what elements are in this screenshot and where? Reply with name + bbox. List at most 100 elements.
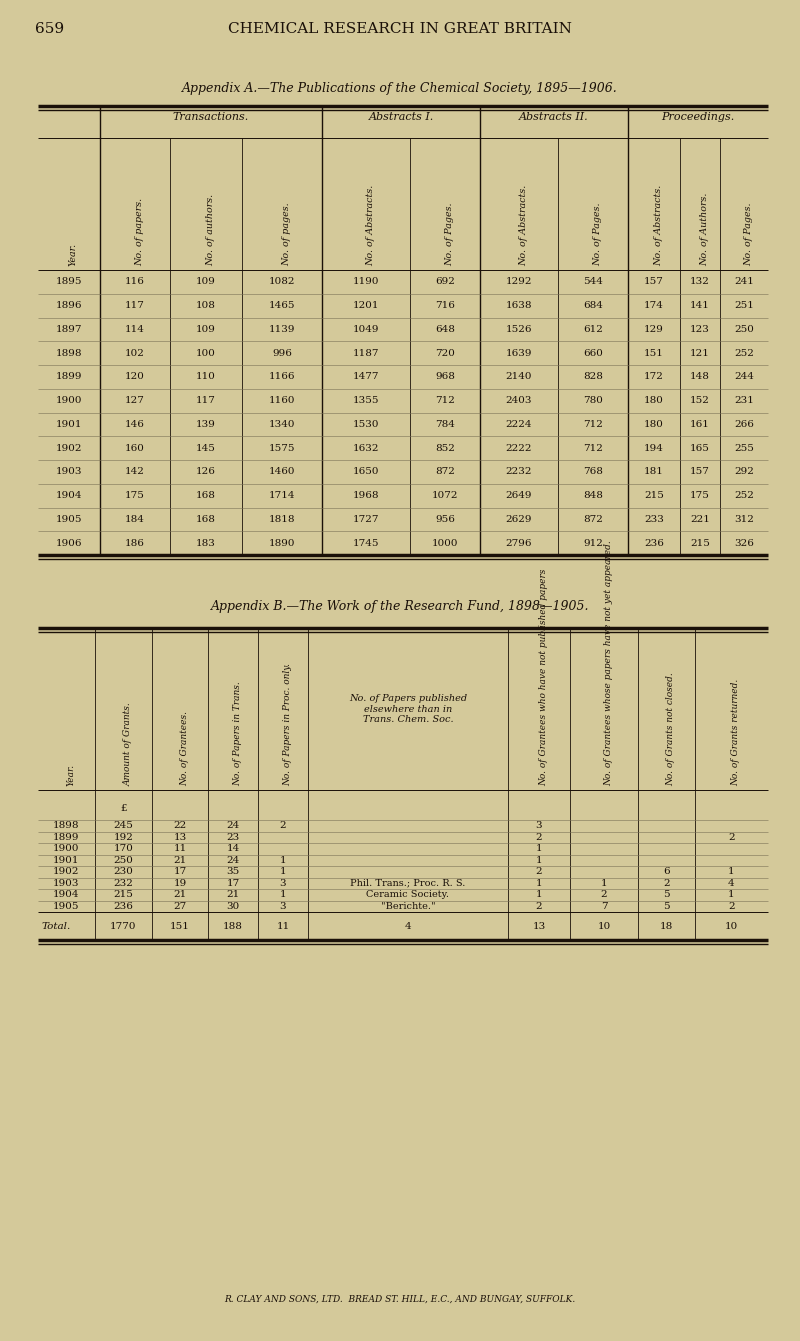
Text: No. of Papers in Proc. only.: No. of Papers in Proc. only. [283,662,292,786]
Text: 712: 712 [583,444,603,453]
Text: 5: 5 [663,890,670,900]
Text: No. of Grantees.: No. of Grantees. [180,711,189,786]
Text: 1895: 1895 [56,278,82,287]
Text: 157: 157 [644,278,664,287]
Text: 2224: 2224 [506,420,532,429]
Text: 230: 230 [114,868,134,876]
Text: 1818: 1818 [269,515,295,524]
Text: 1340: 1340 [269,420,295,429]
Text: 7: 7 [601,901,607,911]
Text: 1082: 1082 [269,278,295,287]
Text: 151: 151 [644,349,664,358]
Text: Abstracts I.: Abstracts I. [368,113,434,122]
Text: 109: 109 [196,325,216,334]
Text: 780: 780 [583,396,603,405]
Text: 2: 2 [536,868,542,876]
Text: 1898: 1898 [56,349,82,358]
Text: 1896: 1896 [56,302,82,310]
Text: 172: 172 [644,373,664,381]
Text: 1526: 1526 [506,325,532,334]
Text: 2796: 2796 [506,539,532,547]
Text: Year.: Year. [66,764,75,786]
Text: 145: 145 [196,444,216,453]
Text: 142: 142 [125,468,145,476]
Text: 1650: 1650 [353,468,379,476]
Text: No. of Pages.: No. of Pages. [445,202,454,266]
Text: £: £ [120,803,126,813]
Text: 251: 251 [734,302,754,310]
Text: 250: 250 [114,856,134,865]
Text: 848: 848 [583,491,603,500]
Text: 768: 768 [583,468,603,476]
Text: 1902: 1902 [54,868,80,876]
Text: 1: 1 [536,856,542,865]
Text: No. of Grantees whose papers have not yet appeared.: No. of Grantees whose papers have not ye… [604,540,613,786]
Text: Ceramic Society.: Ceramic Society. [366,890,450,900]
Text: 544: 544 [583,278,603,287]
Text: 1904: 1904 [54,890,80,900]
Text: 13: 13 [174,833,186,842]
Text: 1: 1 [728,868,735,876]
Text: 1899: 1899 [54,833,80,842]
Text: 1: 1 [728,890,735,900]
Text: 165: 165 [690,444,710,453]
Text: 215: 215 [114,890,134,900]
Text: 35: 35 [226,868,240,876]
Text: 19: 19 [174,878,186,888]
Text: 18: 18 [660,921,673,931]
Text: 175: 175 [125,491,145,500]
Text: 221: 221 [690,515,710,524]
Text: 255: 255 [734,444,754,453]
Text: 116: 116 [125,278,145,287]
Text: 236: 236 [114,901,134,911]
Text: Transactions.: Transactions. [173,113,249,122]
Text: 102: 102 [125,349,145,358]
Text: 1905: 1905 [56,515,82,524]
Text: 312: 312 [734,515,754,524]
Text: 1745: 1745 [353,539,379,547]
Text: 183: 183 [196,539,216,547]
Text: 1897: 1897 [56,325,82,334]
Text: 121: 121 [690,349,710,358]
Text: 30: 30 [226,901,240,911]
Text: 612: 612 [583,325,603,334]
Text: Amount of Grants.: Amount of Grants. [123,703,133,786]
Text: 2140: 2140 [506,373,532,381]
Text: 252: 252 [734,349,754,358]
Text: 244: 244 [734,373,754,381]
Text: 4: 4 [728,878,735,888]
Text: 1903: 1903 [56,468,82,476]
Text: 1: 1 [536,878,542,888]
Text: 1902: 1902 [56,444,82,453]
Text: 236: 236 [644,539,664,547]
Text: 716: 716 [435,302,455,310]
Text: No. of papers.: No. of papers. [135,198,144,266]
Text: No. of Grants returned.: No. of Grants returned. [731,679,741,786]
Text: 11: 11 [174,845,186,853]
Text: No. of Papers in Trans.: No. of Papers in Trans. [233,681,242,786]
Text: 252: 252 [734,491,754,500]
Text: 114: 114 [125,325,145,334]
Text: 152: 152 [690,396,710,405]
Text: 184: 184 [125,515,145,524]
Text: 1000: 1000 [432,539,458,547]
Text: 684: 684 [583,302,603,310]
Text: 1905: 1905 [54,901,80,911]
Text: 2: 2 [728,833,735,842]
Text: 108: 108 [196,302,216,310]
Text: 1968: 1968 [353,491,379,500]
Text: No. of Abstracts.: No. of Abstracts. [654,185,663,266]
Text: "Berichte.": "Berichte." [381,901,435,911]
Text: No. of Pages.: No. of Pages. [593,202,602,266]
Text: No. of Papers published
elsewhere than in
Trans. Chem. Soc.: No. of Papers published elsewhere than i… [349,695,467,724]
Text: 1906: 1906 [56,539,82,547]
Text: 24: 24 [226,821,240,830]
Text: 17: 17 [174,868,186,876]
Text: 1072: 1072 [432,491,458,500]
Text: 1900: 1900 [54,845,80,853]
Text: 692: 692 [435,278,455,287]
Text: 1899: 1899 [56,373,82,381]
Text: Phil. Trans.; Proc. R. S.: Phil. Trans.; Proc. R. S. [350,878,466,888]
Text: 660: 660 [583,349,603,358]
Text: 1639: 1639 [506,349,532,358]
